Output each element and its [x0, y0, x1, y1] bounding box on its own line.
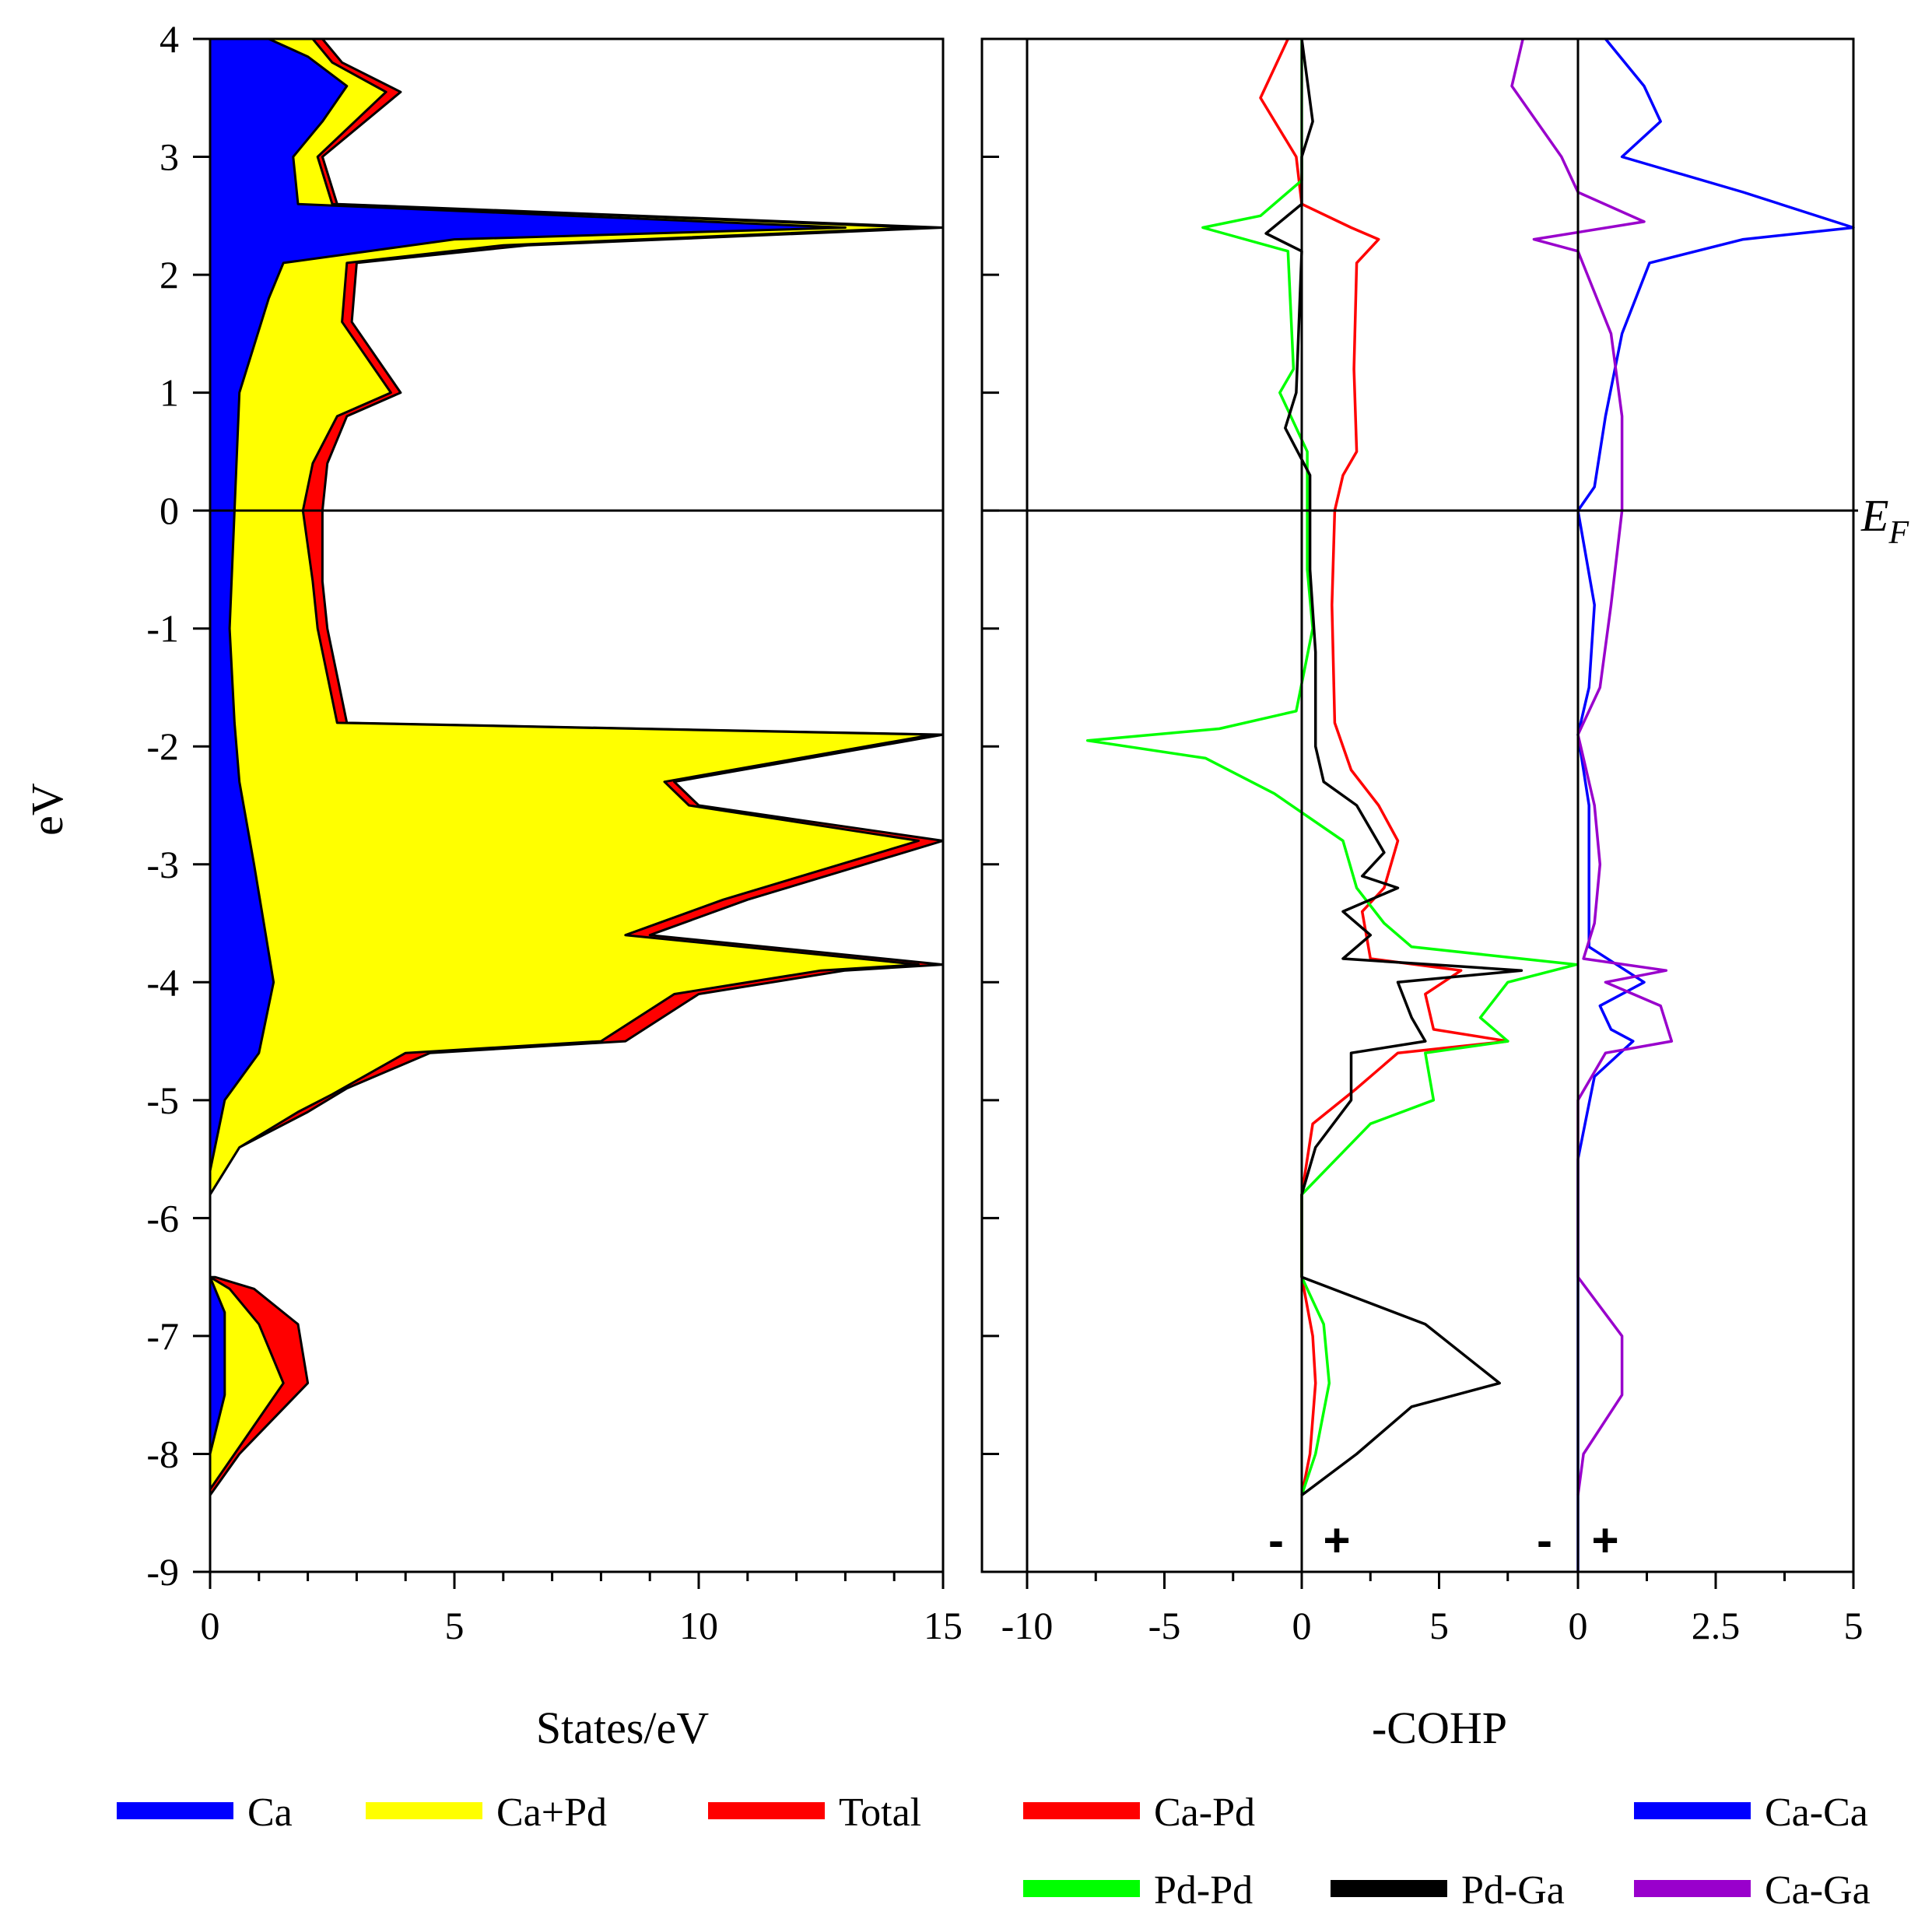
- dos-x-tick-label: 10: [679, 1604, 718, 1647]
- dos-y-tick-label: 4: [160, 17, 179, 61]
- legend-label: Ca-Ga: [1765, 1868, 1871, 1913]
- dos-x-tick-label: 0: [201, 1604, 220, 1647]
- legend-swatch: [117, 1802, 233, 1819]
- legend-label: Ca+Pd: [496, 1790, 607, 1835]
- dos-y-tick-label: 3: [160, 135, 179, 179]
- legend-item-ca-ga: Ca-Ga: [1634, 1868, 1871, 1913]
- cohp-pd-minus-sign: -: [1268, 1514, 1284, 1566]
- legend-swatch: [1331, 1880, 1447, 1897]
- legend-item-pd-pd: Pd-Pd: [1023, 1868, 1253, 1913]
- fermi-level-label: EF: [1860, 490, 1909, 551]
- cohp-y-ticks: [982, 37, 999, 1573]
- legend-item-ca-ca: Ca-Ca: [1634, 1790, 1868, 1835]
- dos-y-tick-label: -5: [146, 1078, 179, 1122]
- cohp-ca-x-tick-label: 0: [1569, 1604, 1588, 1647]
- dos-y-tick-label: 0: [160, 489, 179, 532]
- dos-series: [209, 37, 945, 1496]
- dos-y-tick-label: -9: [146, 1550, 179, 1594]
- dos-y-tick-label: 1: [160, 371, 179, 415]
- cohp-x-tick-label: 0: [1292, 1604, 1312, 1647]
- cohp-line-ca-ca: [1576, 37, 1855, 1572]
- legend-label: Pd-Pd: [1154, 1868, 1253, 1913]
- cohp-pd-plus-sign: +: [1323, 1514, 1350, 1566]
- cohp-ca-x-tick-label: 2.5: [1692, 1604, 1741, 1647]
- dos-y-tick-label: -4: [146, 960, 179, 1004]
- cohp-x-ticks: -10 -5 0 5 0 2.5 5: [1001, 1572, 1864, 1647]
- cohp-panel: -10 -5 0 5 0 2.5 5 -COHP EF - + - +: [980, 37, 1909, 1753]
- cohp-ca-x-tick-label: 5: [1844, 1604, 1864, 1647]
- legend-item-ca-pd: Ca+Pd: [366, 1790, 607, 1835]
- legend-swatch: [1023, 1802, 1140, 1819]
- cohp-x-tick-label: -5: [1148, 1604, 1181, 1647]
- legend-label: Ca: [247, 1790, 293, 1835]
- dos-x-tick-label: 15: [924, 1604, 962, 1647]
- legend-item-ca: Ca: [117, 1790, 293, 1835]
- legend-swatch: [1634, 1880, 1751, 1897]
- dos-y-tick-label: -6: [146, 1196, 179, 1240]
- dos-x-axis-label: States/eV: [536, 1703, 709, 1753]
- dos-y-axis-label: eV: [22, 783, 72, 836]
- cohp-line-ca-pd: [1259, 38, 1509, 1496]
- dos-y-tick-label: -2: [146, 724, 179, 768]
- legend-label: Ca-Pd: [1154, 1790, 1255, 1835]
- dos-x-ticks: 0 5 10 15: [201, 1572, 962, 1647]
- legend-label: Ca-Ca: [1765, 1790, 1868, 1835]
- cohp-ca-minus-sign: -: [1537, 1514, 1552, 1566]
- cohp-ca-plus-sign: +: [1591, 1514, 1618, 1566]
- legend-swatch: [1023, 1880, 1140, 1897]
- legend-swatch: [366, 1802, 482, 1819]
- legend-item-total: Total: [708, 1790, 921, 1835]
- legend-label: Total: [839, 1790, 921, 1835]
- legend-item-ca-pd: Ca-Pd: [1023, 1790, 1255, 1835]
- dos-y-ticks: 4 3 2 1 0 -1 -2 -3 -4 -5 -6 -7 -8 -9: [146, 17, 210, 1594]
- cohp-x-tick-label: 5: [1429, 1604, 1449, 1647]
- cohp-line-ca-ga: [1510, 38, 1674, 1496]
- dos-y-tick-label: -7: [146, 1314, 179, 1358]
- legend-swatch: [708, 1802, 825, 1819]
- cohp-x-axis-label: -COHP: [1372, 1703, 1507, 1753]
- dos-area-ca-pd: [209, 37, 934, 1491]
- legend-swatch: [1634, 1802, 1751, 1819]
- legend: Ca Ca+Pd Total Ca-Pd Ca-Ca Pd-Pd Pd-Ga Ca-Ga: [117, 1790, 1871, 1913]
- dos-y-tick-label: -3: [146, 843, 179, 886]
- dos-y-tick-label: -1: [146, 607, 179, 651]
- cohp-line-pd-ga: [1264, 38, 1524, 1496]
- dos-y-tick-label: -8: [146, 1432, 179, 1475]
- legend-label: Pd-Ga: [1461, 1868, 1565, 1913]
- dos-y-tick-label: 2: [160, 253, 179, 296]
- cohp-frame: [980, 37, 1855, 1573]
- dos-x-tick-label: 5: [445, 1604, 465, 1647]
- legend-item-pd-ga: Pd-Ga: [1331, 1868, 1565, 1913]
- cohp-line-pd-pd: [1085, 39, 1578, 1496]
- cohp-x-tick-label: -10: [1001, 1604, 1054, 1647]
- cohp-series: [1085, 37, 1855, 1572]
